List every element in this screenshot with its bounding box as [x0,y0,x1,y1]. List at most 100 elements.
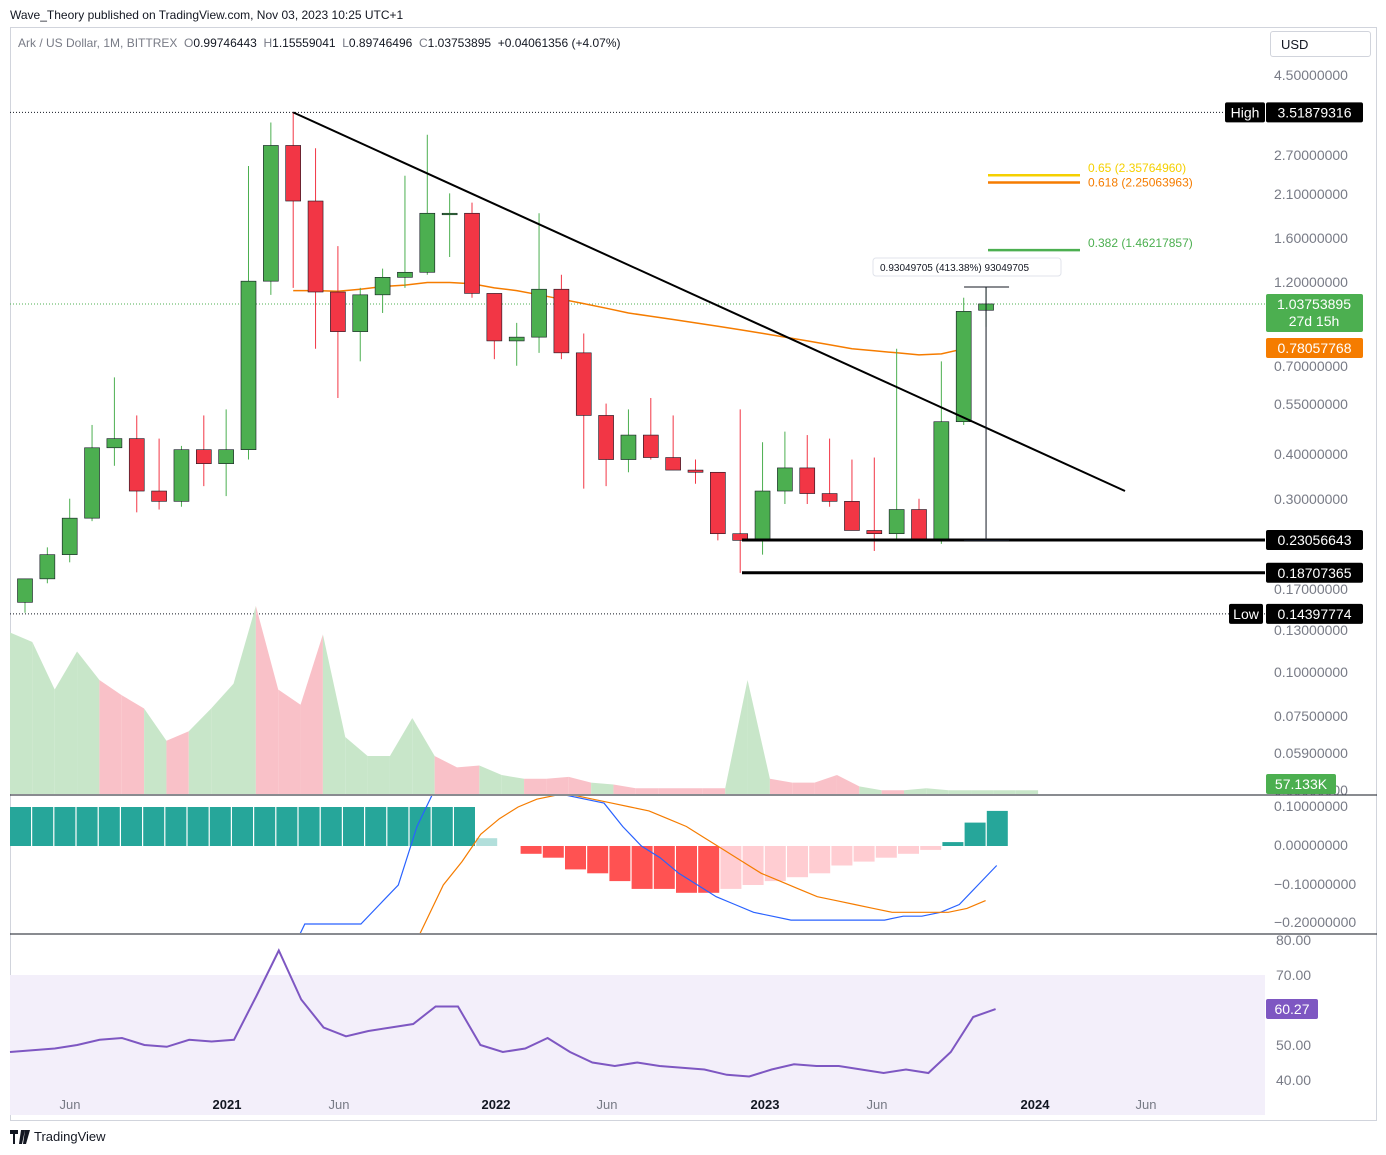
volume-area [881,790,904,794]
candle-body [777,467,793,492]
chart-frame [10,27,1377,1121]
volume-area [10,632,33,794]
price-axis-tick: 0.13000000 [1274,622,1348,638]
macd-histogram-bar [875,846,897,858]
candle-body [710,471,726,535]
price-axis-tick: 2.10000000 [1274,186,1348,202]
volume-area [747,680,770,794]
macd-histogram-bar [831,846,853,866]
candle-body [374,277,391,296]
measure-label-box [872,257,1062,277]
candle-body [17,578,33,603]
time-axis-tick: 2023 [751,1097,780,1112]
macd-histogram-bar [587,846,609,874]
countdown-tag: 27d 15h [1289,313,1340,329]
candle-body [598,415,614,460]
macd-histogram-bar [10,807,31,846]
macd-histogram-bar [787,846,808,878]
price-axis-tick: 1.60000000 [1274,230,1348,246]
rsi-axis-tick: 40.00 [1276,1072,1311,1088]
volume-area [211,683,234,794]
tradingview-logo-icon [10,1129,30,1144]
macd-histogram-bar [431,807,453,846]
volume-area [188,708,212,794]
rsi-axis-tick: 70.00 [1276,967,1311,983]
low-tag-label: Low [1233,606,1260,622]
volume-area [568,776,592,794]
volume-area [54,651,78,794]
support-2-tag: 0.18707365 [1278,565,1352,581]
volume-area [479,765,502,794]
candle-body [687,469,704,473]
volume-area [859,786,882,794]
macd-axis-tick: −0.10000000 [1274,876,1356,892]
volume-area [546,776,569,794]
symbol-legend: Ark / US Dollar, 1M, BITTREX O0.99746443… [18,36,621,50]
macd-histogram-bar [121,807,142,846]
macd-histogram-bar [809,846,831,874]
macd-histogram-bar [76,807,98,846]
macd-histogram-bar [143,807,165,846]
macd-histogram-bar [476,838,498,846]
time-axis-tick: 2021 [213,1097,242,1112]
footer-brand: TradingView [10,1129,106,1144]
candle-body [84,447,100,519]
rsi-band-fill [10,975,1265,1087]
macd-histogram-bar [320,807,342,846]
volume-area [591,782,614,794]
volume-tag: 57.133K [1275,776,1328,792]
volume-area [814,775,837,794]
time-axis-tick: Jun [329,1097,350,1112]
volume-area [300,634,323,794]
candle-body [285,145,302,202]
ema-tag-bg [1266,338,1363,358]
volume-area [255,605,279,794]
candle-body [888,509,905,535]
macd-histogram-bar [853,846,875,862]
signal-line [419,796,986,933]
rsi-line [9,948,996,1078]
price-axis-tick: 0.07500000 [1274,708,1348,724]
macd-histogram-bar [986,810,1008,846]
macd-histogram-bar [365,807,387,846]
open-value: 0.99746443 [193,36,257,50]
volume-area [993,790,1016,794]
macd-histogram-bar [609,846,631,882]
macd-histogram-bar [454,807,475,846]
low-value: 0.89746496 [348,36,413,50]
time-axis-tick: Jun [1136,1097,1157,1112]
volume-area [702,788,726,794]
macd-histogram-bar [720,846,742,889]
price-axis-tick: 0.40000000 [1274,446,1348,462]
volume-area [971,790,994,794]
volume-area [144,708,167,794]
price-axis-tick: 4.50000000 [1274,67,1348,83]
candle-body [531,288,547,338]
volume-area [904,788,927,794]
volume-area [836,775,860,794]
ema-tag: 0.78057768 [1278,340,1352,356]
candle-body [419,212,436,273]
candle-body [441,212,458,216]
currency-button[interactable]: USD [1270,31,1371,57]
macd-histogram-bar [165,807,187,846]
volume-area [389,718,413,794]
symbol-name: Ark / US Dollar, 1M, BITTREX [18,36,178,50]
time-axis-tick: 2024 [1021,1097,1051,1112]
candle-body [263,145,279,282]
volume-area [322,634,346,794]
candle-body [799,467,816,494]
high-tag-value: 3.51879316 [1278,104,1352,120]
volume-area [457,765,480,794]
candle-body [196,449,212,464]
macd-histogram-bar [920,846,942,850]
volume-area [1015,790,1039,794]
macd-histogram-bar [387,807,409,846]
low-tag-label-bg [1229,603,1263,624]
macd-histogram-bar [409,807,431,846]
price-axis-tick: 0.55000000 [1274,396,1348,412]
macd-histogram-bar [54,807,76,846]
time-axis-tick: Jun [867,1097,888,1112]
candle-body [665,457,681,471]
